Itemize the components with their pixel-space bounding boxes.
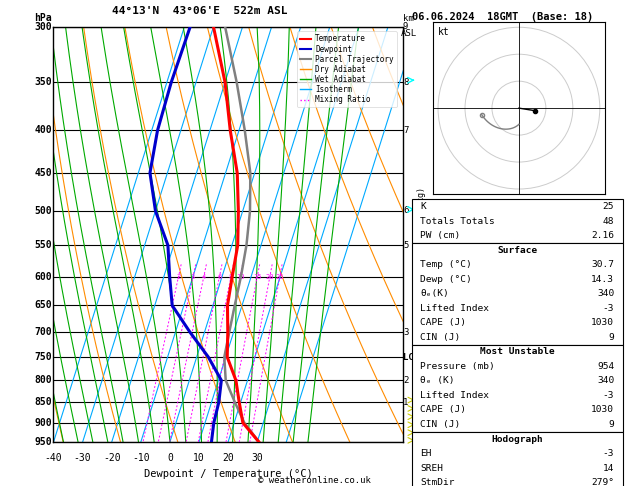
Text: PW (cm): PW (cm) [420, 231, 460, 240]
Text: Lifted Index: Lifted Index [420, 304, 489, 313]
Text: -40: -40 [45, 452, 62, 463]
Text: 30: 30 [251, 452, 263, 463]
Text: -30: -30 [74, 452, 91, 463]
Text: Surface: Surface [498, 245, 537, 255]
Text: 600: 600 [34, 272, 52, 281]
Text: kt: kt [438, 27, 450, 37]
Text: Dewpoint / Temperature (°C): Dewpoint / Temperature (°C) [143, 469, 313, 479]
Text: 30.7: 30.7 [591, 260, 615, 269]
Text: 20: 20 [265, 274, 274, 279]
Legend: Temperature, Dewpoint, Parcel Trajectory, Dry Adiabat, Wet Adiabat, Isotherm, Mi: Temperature, Dewpoint, Parcel Trajectory… [297, 32, 397, 107]
Text: 9: 9 [403, 22, 408, 31]
Text: 10: 10 [193, 452, 205, 463]
Text: 550: 550 [34, 240, 52, 250]
Text: 4: 4 [202, 274, 206, 279]
Text: 5: 5 [403, 241, 408, 250]
Text: StmDir: StmDir [420, 478, 455, 486]
Text: 14.3: 14.3 [591, 275, 615, 284]
Text: 500: 500 [34, 206, 52, 216]
Text: SREH: SREH [420, 464, 443, 472]
Text: -20: -20 [103, 452, 121, 463]
Text: -3: -3 [603, 449, 615, 458]
Text: -3: -3 [603, 304, 615, 313]
Text: 20: 20 [222, 452, 234, 463]
Text: 954: 954 [597, 362, 615, 371]
Text: 3: 3 [403, 328, 408, 337]
Bar [412, 432, 623, 486]
Text: 850: 850 [34, 397, 52, 407]
Text: CIN (J): CIN (J) [420, 420, 460, 429]
Text: Hodograph: Hodograph [491, 434, 543, 444]
Text: -3: -3 [603, 391, 615, 400]
Text: 8: 8 [403, 78, 408, 87]
Text: © weatheronline.co.uk: © weatheronline.co.uk [258, 475, 371, 485]
Text: 340: 340 [597, 289, 615, 298]
Text: Pressure (mb): Pressure (mb) [420, 362, 495, 371]
Text: 15: 15 [253, 274, 262, 279]
Text: Lifted Index: Lifted Index [420, 391, 489, 400]
Text: 8: 8 [229, 274, 233, 279]
Bar [412, 199, 623, 243]
Text: 48: 48 [603, 217, 615, 226]
Text: 1030: 1030 [591, 405, 615, 415]
Text: -10: -10 [132, 452, 150, 463]
Text: 1030: 1030 [591, 318, 615, 327]
Text: 400: 400 [34, 125, 52, 136]
Text: CIN (J): CIN (J) [420, 333, 460, 342]
Text: 2: 2 [176, 274, 181, 279]
Text: Dewp (°C): Dewp (°C) [420, 275, 472, 284]
Text: 9: 9 [608, 333, 615, 342]
Text: 800: 800 [34, 375, 52, 385]
Text: 1: 1 [403, 398, 408, 407]
Text: ASL: ASL [401, 29, 417, 38]
Text: 9: 9 [608, 420, 615, 429]
Text: θₑ (K): θₑ (K) [420, 376, 455, 385]
Text: 10: 10 [236, 274, 245, 279]
Text: km: km [403, 14, 415, 22]
Text: 700: 700 [34, 327, 52, 337]
Text: hPa: hPa [34, 13, 52, 22]
Text: Mixing Ratio (g/kg): Mixing Ratio (g/kg) [417, 187, 426, 282]
Text: 7: 7 [403, 126, 408, 135]
Text: 750: 750 [34, 352, 52, 362]
Text: 6: 6 [218, 274, 221, 279]
Text: 06.06.2024  18GMT  (Base: 18): 06.06.2024 18GMT (Base: 18) [412, 12, 593, 22]
Text: 450: 450 [34, 168, 52, 178]
Text: K: K [420, 202, 426, 211]
Text: 350: 350 [34, 77, 52, 87]
Bar [412, 243, 623, 345]
Text: 3: 3 [191, 274, 195, 279]
Text: 279°: 279° [591, 478, 615, 486]
Text: 2: 2 [403, 376, 408, 385]
Text: 650: 650 [34, 300, 52, 311]
Text: 6: 6 [403, 207, 408, 215]
Text: 0: 0 [167, 452, 173, 463]
Bar [412, 345, 623, 432]
Text: 900: 900 [34, 418, 52, 428]
Text: 44°13'N  43°06'E  522m ASL: 44°13'N 43°06'E 522m ASL [113, 6, 288, 17]
Text: Totals Totals: Totals Totals [420, 217, 495, 226]
Text: CAPE (J): CAPE (J) [420, 318, 467, 327]
Text: 25: 25 [276, 274, 284, 279]
Text: 950: 950 [34, 437, 52, 447]
Text: 14: 14 [603, 464, 615, 472]
Text: EH: EH [420, 449, 432, 458]
Text: θₑ(K): θₑ(K) [420, 289, 449, 298]
Text: Most Unstable: Most Unstable [480, 347, 555, 356]
Text: CAPE (J): CAPE (J) [420, 405, 467, 415]
Text: 25: 25 [603, 202, 615, 211]
Text: Temp (°C): Temp (°C) [420, 260, 472, 269]
Text: 2.16: 2.16 [591, 231, 615, 240]
Text: LCL: LCL [403, 352, 419, 362]
Text: 340: 340 [597, 376, 615, 385]
Text: 300: 300 [34, 22, 52, 32]
